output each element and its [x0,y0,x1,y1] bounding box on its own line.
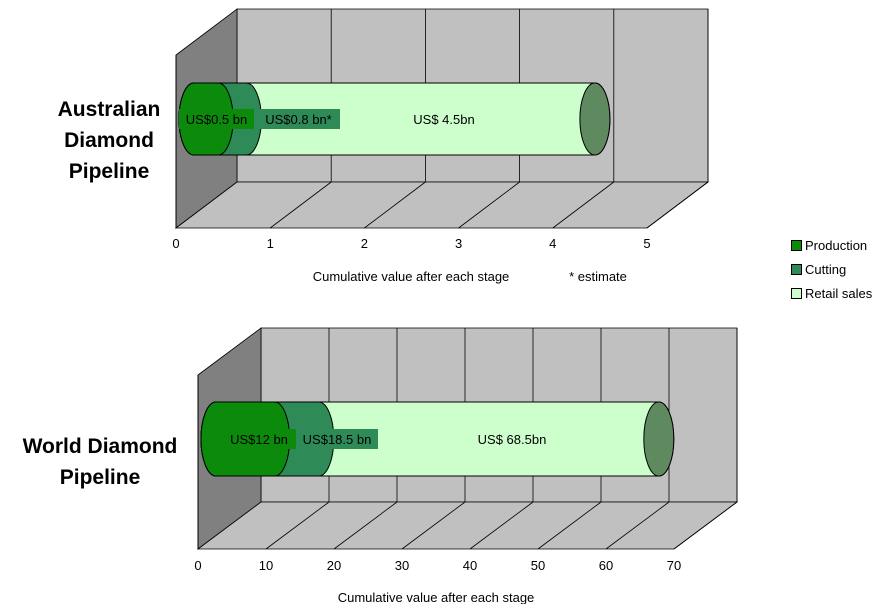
chart-2-tick-label: 50 [531,558,545,573]
chart-1-data-label: US$ 4.5bn [413,112,474,127]
chart-1-data-label: US$0.8 bn* [265,112,332,127]
chart-1-tick-label: 4 [549,236,556,251]
legend-label: Production [805,238,867,253]
chart-2-data-label: US$ 68.5bn [478,432,547,447]
legend-item-retail: Retail sales [791,281,872,305]
chart-2-tick-label: 0 [194,558,201,573]
chart-1-tick-label: 3 [455,236,462,251]
chart-2-data-label: US$12 bn [230,432,288,447]
chart-2-bar-end-cap [644,402,674,476]
chart-1-tick-label: 1 [267,236,274,251]
legend-label: Cutting [805,262,846,277]
chart-2-data-label: US$18.5 bn [303,432,372,447]
chart-1-tick-label: 2 [361,236,368,251]
chart-2-tick-label: 30 [395,558,409,573]
chart-1-note: * estimate [569,269,627,284]
legend-item-production: Production [791,233,872,257]
chart-1-x-axis-label: Cumulative value after each stage [313,269,510,284]
legend-item-cutting: Cutting [791,257,872,281]
chart-1-tick-label: 0 [172,236,179,251]
legend-swatch-cutting [791,264,802,275]
legend-swatch-production [791,240,802,251]
chart-2-tick-label: 60 [599,558,613,573]
chart-2-floor [198,502,737,549]
chart-2-x-axis-label: Cumulative value after each stage [338,590,535,604]
chart-2-tick-label: 10 [259,558,273,573]
chart-1-floor [176,182,708,228]
legend-label: Retail sales [805,286,872,301]
chart-2-tick-label: 70 [667,558,681,573]
chart-2-tick-label: 40 [463,558,477,573]
legend-swatch-retail [791,288,802,299]
chart-2-tick-label: 20 [327,558,341,573]
chart-1-bar-end-cap [580,83,610,155]
legend: Production Cutting Retail sales [791,233,872,305]
chart-1-data-label: US$0.5 bn [186,112,247,127]
chart-1-tick-label: 5 [643,236,650,251]
